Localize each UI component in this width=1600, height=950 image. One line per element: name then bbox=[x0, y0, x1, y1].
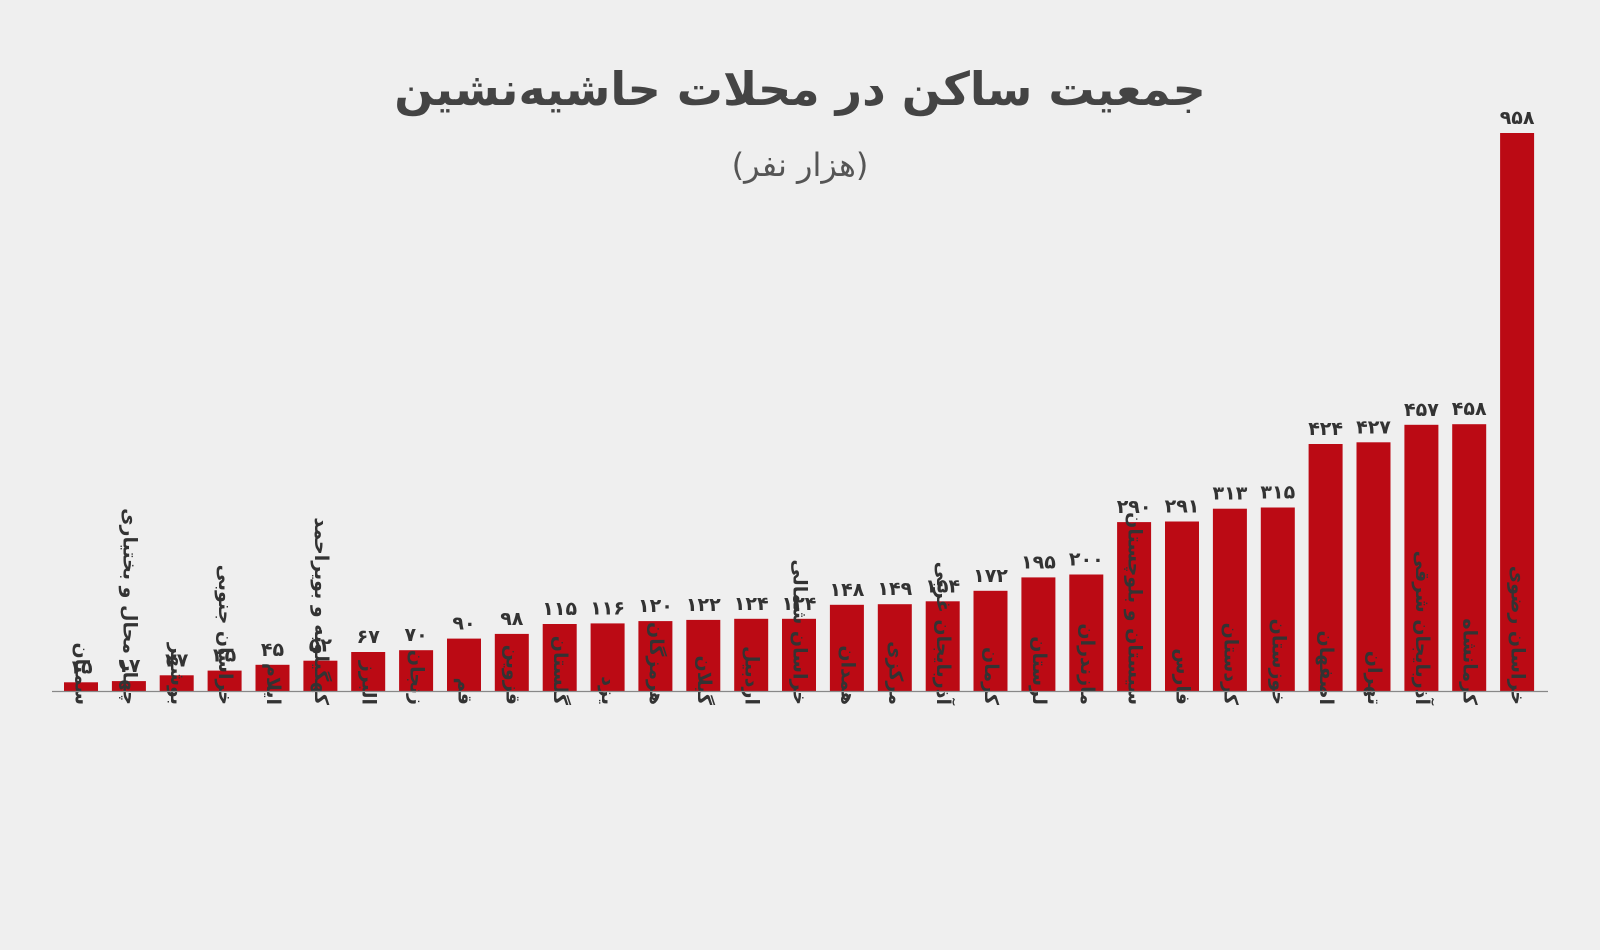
bar bbox=[590, 623, 625, 691]
bar bbox=[111, 681, 146, 691]
bar bbox=[1356, 442, 1391, 691]
category-label: لرستان bbox=[1028, 636, 1050, 705]
category-label: فارس bbox=[1172, 648, 1194, 705]
category-label: کرمانشاه bbox=[1459, 618, 1481, 706]
category-label: چهار محال و بختیاری bbox=[118, 508, 140, 705]
category-label: سمنان bbox=[71, 642, 93, 705]
bar-value-label: ۱۷ bbox=[117, 655, 141, 677]
bar bbox=[255, 664, 290, 691]
category-label: زنجان bbox=[406, 650, 428, 705]
bar bbox=[1260, 507, 1295, 691]
chart-subtitle: (هزار نفر) bbox=[731, 146, 869, 184]
bar-value-label: ۱۷۲ bbox=[973, 565, 1008, 587]
bar bbox=[542, 624, 577, 691]
category-label: اردبیل bbox=[741, 646, 763, 705]
bar bbox=[447, 638, 481, 691]
bar bbox=[1452, 424, 1487, 691]
category-label: کهگیلویه و بویراحمد bbox=[310, 517, 333, 706]
bar-value-label: ۲۹۰ bbox=[1117, 496, 1152, 518]
bar-value-label: ۴۵۷ bbox=[1404, 399, 1439, 421]
bar-value-label: ۱۹۵ bbox=[1021, 551, 1056, 573]
bar-value-label: ۱۱۵ bbox=[542, 598, 577, 620]
category-label: گیلان bbox=[693, 656, 716, 706]
bar bbox=[829, 604, 864, 691]
bar bbox=[351, 652, 386, 691]
category-label: ایلام bbox=[262, 663, 284, 705]
bar-value-label: ۱۴۸ bbox=[830, 579, 865, 601]
bar-value-label: ۱۲۴ bbox=[734, 593, 769, 615]
category-label: سیستان و بلوچستان bbox=[1124, 512, 1146, 705]
category-label: البرز bbox=[358, 660, 380, 705]
category-label: خراسان جنوبی bbox=[214, 565, 236, 705]
category-label: مازندران bbox=[1076, 623, 1098, 705]
bar-value-label: ۱۲۲ bbox=[686, 594, 721, 616]
bar bbox=[877, 604, 912, 691]
category-label: خراسان شمالی bbox=[789, 559, 811, 705]
category-label: آذربایجان شرقی bbox=[1411, 551, 1435, 706]
bar bbox=[207, 670, 242, 691]
category-label: کرمان bbox=[980, 647, 1002, 706]
bar bbox=[1165, 521, 1199, 691]
bar bbox=[638, 621, 673, 691]
bar bbox=[1069, 574, 1104, 691]
bar-value-label: ۱۴۹ bbox=[877, 578, 912, 600]
category-label: کردستان bbox=[1219, 623, 1241, 706]
bar-value-label: ۱۲۴ bbox=[782, 593, 817, 615]
category-label: خراسان رضوی bbox=[1507, 566, 1529, 705]
bar bbox=[1500, 133, 1535, 691]
bar bbox=[399, 650, 434, 691]
bar bbox=[159, 675, 194, 691]
bar bbox=[734, 618, 769, 691]
bar bbox=[1117, 522, 1152, 691]
bar-value-label: ۴۵۸ bbox=[1452, 398, 1487, 420]
bar bbox=[64, 682, 98, 691]
bar-value-label: ۳۱۵ bbox=[1260, 482, 1295, 504]
bar bbox=[973, 590, 1008, 691]
bar bbox=[782, 618, 816, 691]
category-label: بوشهر bbox=[166, 642, 188, 705]
bar bbox=[1021, 577, 1056, 691]
bar-value-label: ۴۲۷ bbox=[1356, 416, 1391, 438]
chart-title: جمعیت ساکن در محلات حاشیه‌نشین bbox=[394, 62, 1206, 116]
category-label: همدان bbox=[836, 645, 858, 705]
bar bbox=[1212, 508, 1247, 691]
bar bbox=[1404, 424, 1439, 691]
bar-value-label: ۱۲۰ bbox=[638, 595, 673, 617]
bar-value-label: ۶۷ bbox=[357, 626, 381, 648]
bar-value-label: ۹۵۸ bbox=[1500, 107, 1535, 129]
bar bbox=[494, 633, 529, 691]
bar-value-label: ۵۲ bbox=[309, 635, 333, 657]
category-label: خوزستان bbox=[1267, 619, 1289, 705]
category-label: هرمزگان bbox=[645, 622, 668, 705]
bar bbox=[686, 619, 721, 691]
bar-value-label: ۹۰ bbox=[452, 613, 475, 635]
bar-value-label: ۷۰ bbox=[404, 624, 427, 646]
bar-value-label: ۱۵۴ bbox=[925, 575, 960, 597]
bar bbox=[303, 660, 338, 691]
bar bbox=[925, 601, 960, 691]
bar-value-label: ۴۵ bbox=[261, 639, 285, 661]
category-label: آذربایجان غربی bbox=[932, 562, 956, 706]
bar-value-label: ۳۵ bbox=[213, 645, 237, 667]
category-label: تهران bbox=[1363, 651, 1385, 705]
bar-value-label: ۲۹۱ bbox=[1165, 496, 1200, 518]
category-label: قزوین bbox=[501, 645, 523, 705]
bar-value-label: ۳۱۳ bbox=[1213, 483, 1248, 505]
bar-value-label: ۲۰۰ bbox=[1069, 549, 1104, 571]
bar-value-label: ۹۸ bbox=[500, 608, 524, 630]
bar-value-label: ۲۷ bbox=[165, 649, 189, 671]
category-label: گلستان bbox=[549, 636, 572, 706]
category-label: مرکزی bbox=[884, 641, 906, 705]
bar-value-label: ۱۵ bbox=[69, 656, 93, 678]
bar bbox=[1308, 444, 1343, 691]
bar-value-label: ۱۱۶ bbox=[590, 597, 625, 619]
bar-value-label: ۴۲۴ bbox=[1308, 418, 1343, 440]
category-label: یزد bbox=[597, 676, 619, 705]
category-label: اصفهان bbox=[1315, 631, 1337, 705]
